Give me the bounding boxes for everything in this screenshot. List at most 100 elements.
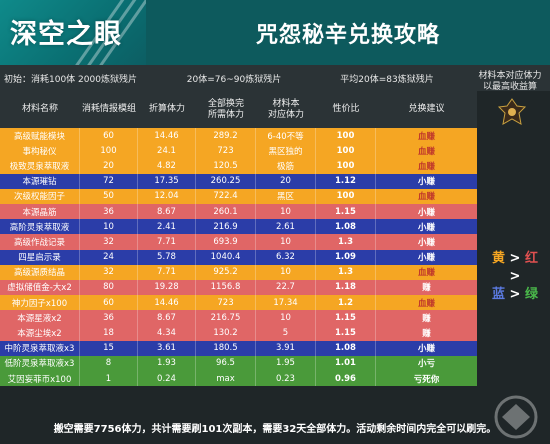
row-name: 本源晶筋 <box>0 203 80 220</box>
row-cost: 60 <box>80 128 138 144</box>
row-name: 次级权能因子 <box>0 188 80 204</box>
table-row: 神力因子x100 60 14.46 723 17.34 1.2 血赚 <box>0 295 477 311</box>
row-stamina: 8.67 <box>138 203 196 220</box>
col-total-line1: 全部换完 <box>207 98 244 109</box>
color-legend: 黄 > 红 > 蓝 > 绿 <box>485 250 545 304</box>
row-name: 虚拟储值金-大x2 <box>0 279 80 296</box>
page-title: 咒怨秘辛兑换攻略 <box>255 22 440 48</box>
col-cost: 消耗情报模组 <box>80 91 138 128</box>
row-stamina: 24.1 <box>138 143 196 159</box>
row-total: 180.5 <box>196 340 256 356</box>
row-mat: 6-40不等 <box>256 128 316 144</box>
row-advice: 血赚 <box>417 298 435 309</box>
table-row: 高级源质结晶 32 7.71 925.2 10 1.3 血赚 <box>0 264 477 280</box>
row-mat: 极筋 <box>256 158 316 174</box>
row-advice: 血赚 <box>417 146 435 157</box>
title-panel: 咒怨秘辛兑换攻略 <box>146 0 550 65</box>
row-stamina: 14.46 <box>138 128 196 144</box>
col-total: 全部换完 所需体力 <box>196 91 256 128</box>
table-row: 四星启示录 24 5.78 1040.4 6.32 1.09 小赚 <box>0 249 477 265</box>
row-cost: 36 <box>80 203 138 220</box>
table-row: 中阶灵泉萃取液x3 15 3.61 180.5 3.91 1.08 小赚 <box>0 340 477 356</box>
col-total-line2: 所需体力 <box>207 109 244 120</box>
row-mat: 10 <box>256 264 316 280</box>
table-row: 高级赋能模块 60 14.46 289.2 6-40不等 100 血赚 <box>0 128 477 144</box>
row-stamina: 2.41 <box>138 219 196 235</box>
row-advice: 赚 <box>422 313 431 324</box>
table-row: 事构秘仪 100 24.1 723 黑区独的 100 血赚 <box>0 143 477 159</box>
row-total: 925.2 <box>196 264 256 280</box>
row-name: 极致灵泉萃取液 <box>0 158 80 174</box>
row-name: 本源星液x2 <box>0 310 80 326</box>
row-cost: 10 <box>80 219 138 235</box>
row-advice: 小赚 <box>417 177 435 188</box>
logo-panel: 深空之眼 <box>0 0 146 65</box>
row-advice: 血赚 <box>417 161 435 172</box>
row-stamina: 17.35 <box>138 173 196 189</box>
table-row: 本源星液x2 36 8.67 216.75 10 1.15 赚 <box>0 310 477 326</box>
row-ratio: 1.15 <box>316 203 376 220</box>
row-ratio: 1.3 <box>316 264 376 280</box>
info-note-line1: 材料本对应体力 <box>478 71 542 81</box>
row-ratio: 100 <box>316 188 376 204</box>
row-ratio: 0.96 <box>316 371 376 387</box>
table-row: 虚拟储值金-大x2 80 19.28 1156.8 22.7 1.18 赚 <box>0 279 477 296</box>
row-advice: 血赚 <box>417 268 435 279</box>
row-ratio: 100 <box>316 158 376 174</box>
info-note-line2: 以最高收益算 <box>482 82 537 92</box>
row-advice: 赚 <box>422 283 431 294</box>
row-ratio: 1.15 <box>316 310 376 326</box>
row-stamina: 7.71 <box>138 234 196 250</box>
row-mat: 5 <box>256 325 316 341</box>
row-cost: 24 <box>80 249 138 265</box>
table-row: 高级作战记录 32 7.71 693.9 10 1.3 小赚 <box>0 234 477 250</box>
row-ratio: 1.2 <box>316 295 376 311</box>
row-total: 216.9 <box>196 219 256 235</box>
table-row: 次级权能因子 50 12.04 722.4 黑区 100 血赚 <box>0 188 477 204</box>
row-total: 120.5 <box>196 158 256 174</box>
row-cost: 15 <box>80 340 138 356</box>
legend-yellow: 黄 <box>492 251 506 266</box>
col-name: 材料名称 <box>0 91 80 128</box>
row-cost: 18 <box>80 325 138 341</box>
row-total: 260.25 <box>196 173 256 189</box>
row-advice: 小赚 <box>417 222 435 233</box>
row-mat: 17.34 <box>256 295 316 311</box>
row-advice: 小亏 <box>417 359 435 370</box>
row-mat: 黑区独的 <box>256 143 316 159</box>
row-advice: 小赚 <box>417 237 435 248</box>
row-total: 96.5 <box>196 355 256 371</box>
row-mat: 20 <box>256 173 316 189</box>
col-mat-line2: 对应体力 <box>267 109 304 120</box>
col-ratio: 性价比 <box>316 91 376 128</box>
row-advice: 小赚 <box>417 344 435 355</box>
row-cost: 36 <box>80 310 138 326</box>
legend-red: 红 <box>524 251 538 266</box>
row-name: 本源尘埃x2 <box>0 325 80 341</box>
row-ratio: 1.12 <box>316 173 376 189</box>
row-advice: 血赚 <box>417 192 435 203</box>
row-name: 中阶灵泉萃取液x3 <box>0 340 80 356</box>
legend-arrow-1: > <box>509 251 521 266</box>
info-note: 材料本对应体力 以最高收益算 <box>470 69 550 95</box>
row-ratio: 1.09 <box>316 249 376 265</box>
legend-arrow-3: > <box>509 287 521 302</box>
row-stamina: 19.28 <box>138 279 196 296</box>
row-cost: 100 <box>80 143 138 159</box>
header: 深空之眼 咒怨秘辛兑换攻略 <box>0 0 550 65</box>
row-mat: 22.7 <box>256 279 316 296</box>
row-total: max <box>196 371 256 387</box>
row-stamina: 7.71 <box>138 264 196 280</box>
emblem-icon <box>497 98 527 125</box>
row-stamina: 1.93 <box>138 355 196 371</box>
row-cost: 8 <box>80 355 138 371</box>
row-mat: 3.91 <box>256 340 316 356</box>
row-stamina: 8.67 <box>138 310 196 326</box>
row-name: 艾因妄菲币x100 <box>0 371 80 387</box>
row-advice: 亏死你 <box>413 374 440 385</box>
row-stamina: 12.04 <box>138 188 196 204</box>
row-cost: 72 <box>80 173 138 189</box>
row-name: 高级作战记录 <box>0 234 80 250</box>
row-mat: 10 <box>256 203 316 220</box>
row-ratio: 1.15 <box>316 325 376 341</box>
